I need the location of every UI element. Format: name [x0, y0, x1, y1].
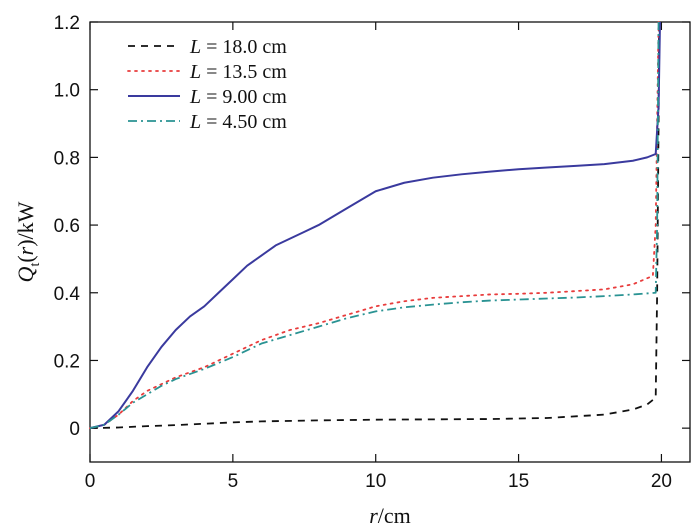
legend-label: L = 9.00 cm — [189, 86, 287, 108]
legend: L = 18.0 cmL = 13.5 cmL = 9.00 cmL = 4.5… — [127, 36, 287, 133]
series-layer — [89, 21, 661, 430]
x-tick-label: 5 — [228, 471, 239, 492]
y-tick-label: 0.4 — [54, 284, 81, 305]
svg-text:r/cm: r/cm — [369, 503, 411, 528]
legend-value: = 9.00 cm — [201, 86, 287, 108]
legend-variable: L — [189, 61, 201, 83]
y-tick-label: 0.2 — [54, 351, 80, 372]
series-line-2 — [89, 21, 660, 430]
series-line-1 — [89, 21, 661, 430]
svg-text:Qt(r)/kW: Qt(r)/kW — [13, 201, 43, 282]
y-tick-label: 0.6 — [54, 216, 80, 237]
y-tick-label: 1.2 — [54, 13, 80, 34]
x-tick-label: 10 — [365, 471, 386, 492]
legend-label: L = 18.0 cm — [189, 36, 287, 58]
x-tick-label: 20 — [651, 471, 672, 492]
legend-variable: L — [189, 111, 201, 133]
legend-label: L = 4.50 cm — [189, 111, 287, 133]
legend-value: = 4.50 cm — [201, 111, 287, 133]
x-tick-label: 0 — [85, 471, 96, 492]
y-tick-label: 0.8 — [54, 148, 80, 169]
series-line-3 — [89, 21, 661, 430]
plot-frame — [89, 21, 691, 463]
legend-value: = 18.0 cm — [201, 36, 287, 58]
y-tick-label: 1.0 — [54, 81, 80, 102]
y-tick-label: 0 — [69, 419, 80, 440]
legend-variable: L — [189, 86, 201, 108]
axis-ticks: 0 5 10 15 20 0 0.2 0.4 0.6 0.8 1.0 1.2 — [54, 13, 690, 492]
legend-variable: L — [189, 36, 201, 58]
y-axis-title: Qt(r)/kW — [13, 201, 43, 282]
x-tick-label: 15 — [508, 471, 529, 492]
x-axis-title: r/cm — [369, 503, 411, 528]
legend-label: L = 13.5 cm — [189, 61, 287, 83]
legend-value: = 13.5 cm — [201, 61, 287, 83]
series-line-4 — [89, 21, 660, 430]
